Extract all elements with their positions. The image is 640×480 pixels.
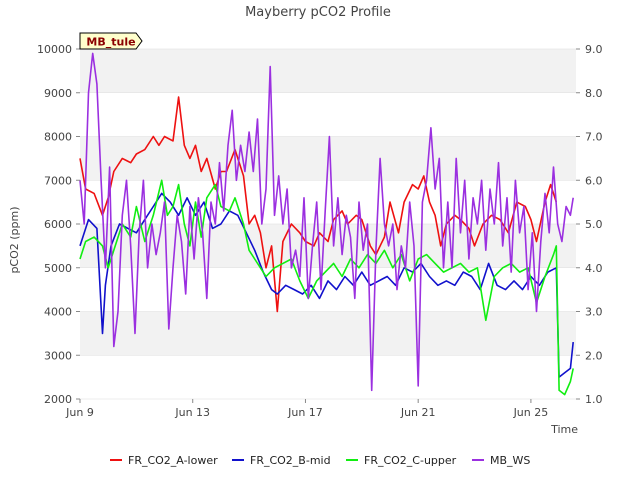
series-layer	[79, 52, 574, 396]
y-tick-label: 4000	[44, 306, 72, 319]
plot-area	[80, 48, 576, 400]
y2-tick-label: 7.0	[585, 131, 603, 144]
y2-tick-label: 1.0	[585, 393, 603, 406]
y-tick-label: 3000	[44, 349, 72, 362]
y-axis-label: pCO2 (ppm)	[8, 206, 21, 273]
legend-label: FR_CO2_C-upper	[364, 454, 457, 467]
grid-band	[80, 224, 576, 268]
chart-title: Mayberry pCO2 Profile	[245, 5, 391, 20]
grid-band	[80, 311, 576, 356]
site-badge-label: MB_tule	[86, 36, 135, 49]
x-tick-label: Jun 25	[513, 406, 549, 419]
y2-tick-label: 3.0	[585, 306, 603, 319]
y-tick-label: 6000	[44, 218, 72, 231]
x-axis-label: Time	[550, 423, 578, 436]
site-badge-box	[79, 32, 143, 50]
y-axis-left-ticks: 2000 3000 4000 5000 6000 7000 8000 9000 10000	[37, 43, 80, 406]
series-line-fr-co2-c-upper	[79, 179, 574, 396]
y-tick-label: 8000	[44, 131, 72, 144]
series-line-mb-ws	[79, 52, 574, 392]
y-axis-right-ticks: 1.0 2.0 3.0 4.0 5.0 6.0 7.0 8.0 9.0	[576, 43, 603, 406]
x-tick-label: Jun 13	[174, 406, 210, 419]
legend: FR_CO2_A-lower FR_CO2_B-mid FR_CO2_C-upper…	[110, 454, 530, 467]
y2-tick-label: 4.0	[585, 262, 603, 275]
y2-tick-label: 5.0	[585, 218, 603, 231]
legend-label: FR_CO2_A-lower	[128, 454, 218, 467]
x-axis-ticks: Jun 9 Jun 13 Jun 17 Jun 21 Jun 25	[65, 399, 548, 419]
legend-label: FR_CO2_B-mid	[250, 454, 331, 467]
y-tick-label: 2000	[44, 393, 72, 406]
y-tick-label: 7000	[44, 174, 72, 187]
grid-band	[80, 49, 576, 93]
y-tick-label: 9000	[44, 87, 72, 100]
y-tick-label: 10000	[37, 43, 72, 56]
y2-tick-label: 9.0	[585, 43, 603, 56]
site-badge: MB_tule	[79, 32, 143, 50]
x-tick-label: Jun 21	[400, 406, 436, 419]
y2-tick-label: 2.0	[585, 349, 603, 362]
legend-label: MB_WS	[490, 454, 530, 467]
y2-tick-label: 6.0	[585, 174, 603, 187]
y-tick-label: 5000	[44, 262, 72, 275]
x-tick-label: Jun 17	[287, 406, 323, 419]
x-tick-label: Jun 9	[65, 406, 94, 419]
y2-tick-label: 8.0	[585, 87, 603, 100]
